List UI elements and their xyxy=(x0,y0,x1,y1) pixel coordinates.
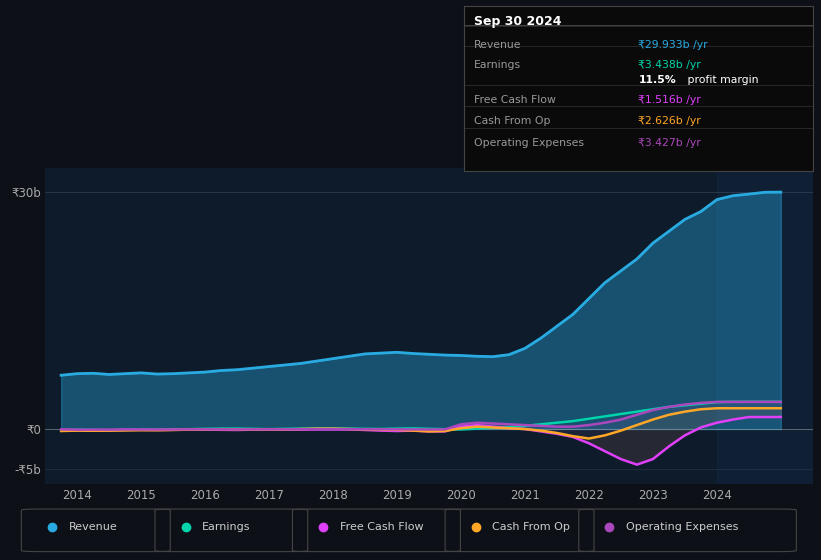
Bar xyxy=(717,168,813,484)
Text: Revenue: Revenue xyxy=(69,522,117,532)
Text: profit margin: profit margin xyxy=(684,75,758,85)
Text: ₹3.427b /yr: ₹3.427b /yr xyxy=(639,138,701,148)
Text: Earnings: Earnings xyxy=(475,60,521,70)
Text: Cash From Op: Cash From Op xyxy=(475,116,551,127)
Text: Sep 30 2024: Sep 30 2024 xyxy=(475,15,562,27)
Text: Operating Expenses: Operating Expenses xyxy=(475,138,585,148)
Text: Free Cash Flow: Free Cash Flow xyxy=(340,522,424,532)
Text: ₹1.516b /yr: ₹1.516b /yr xyxy=(639,95,701,105)
Text: ₹3.438b /yr: ₹3.438b /yr xyxy=(639,60,701,70)
Text: ₹29.933b /yr: ₹29.933b /yr xyxy=(639,40,708,50)
Text: Cash From Op: Cash From Op xyxy=(493,522,571,532)
Text: 11.5%: 11.5% xyxy=(639,75,676,85)
Text: ₹2.626b /yr: ₹2.626b /yr xyxy=(639,116,701,127)
Text: Free Cash Flow: Free Cash Flow xyxy=(475,95,556,105)
Text: Revenue: Revenue xyxy=(475,40,522,50)
Text: Earnings: Earnings xyxy=(202,522,251,532)
Text: Operating Expenses: Operating Expenses xyxy=(626,522,738,532)
